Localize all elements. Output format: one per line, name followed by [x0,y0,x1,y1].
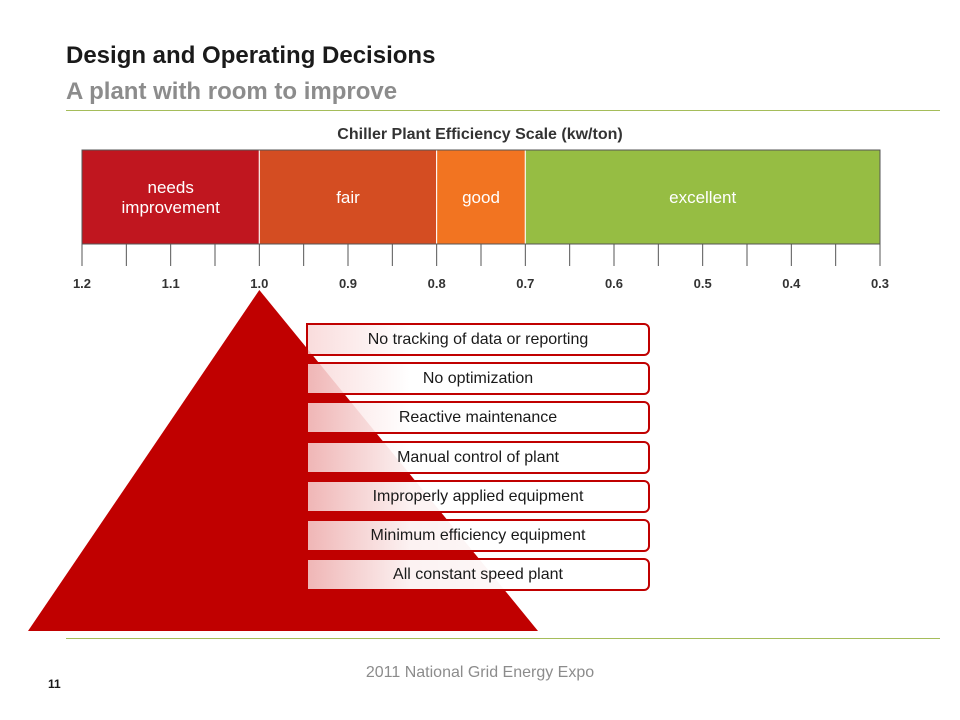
scale-tick-label: 0.6 [605,276,623,291]
pyramid-item: Manual control of plant [306,440,650,474]
pyramid-item: All constant speed plant [306,558,650,592]
scale-zone-label: fair [336,188,360,207]
scale-tick-label: 1.2 [73,276,91,291]
scale-zone-label: improvement [122,198,221,217]
slide-subtitle: A plant with room to improve [66,78,398,105]
bottom-divider [66,638,940,639]
scale-zone-label: needs [148,178,194,197]
scale-zone-label: excellent [669,188,736,207]
scale-zone-label: good [462,188,500,207]
scale-title: Chiller Plant Efficiency Scale (kw/ton) [337,126,623,143]
scale-tick-label: 0.7 [516,276,534,291]
scale-tick-label: 0.5 [694,276,712,291]
scale-tick-label: 1.1 [162,276,180,291]
scale-tick-label: 1.0 [250,276,268,291]
scale-tick-label: 0.4 [782,276,801,291]
scale-tick-label: 0.8 [428,276,446,291]
top-divider [66,110,940,111]
pyramid-item: Reactive maintenance [306,401,650,435]
scale-zone [81,149,260,245]
pyramid-item: Minimum efficiency equipment [306,519,650,552]
footer-text: 2011 National Grid Energy Expo [365,664,595,681]
pyramid-item: No tracking of data or reporting [306,323,650,356]
scale-tick-label: 0.9 [339,276,357,291]
scale-tick-label: 0.3 [871,276,889,291]
page-number: 11 [48,677,61,691]
pyramid-item: No optimization [306,362,650,396]
pyramid-item: Improperly applied equipment [306,479,650,513]
slide-title: Design and Operating Decisions [66,42,436,69]
